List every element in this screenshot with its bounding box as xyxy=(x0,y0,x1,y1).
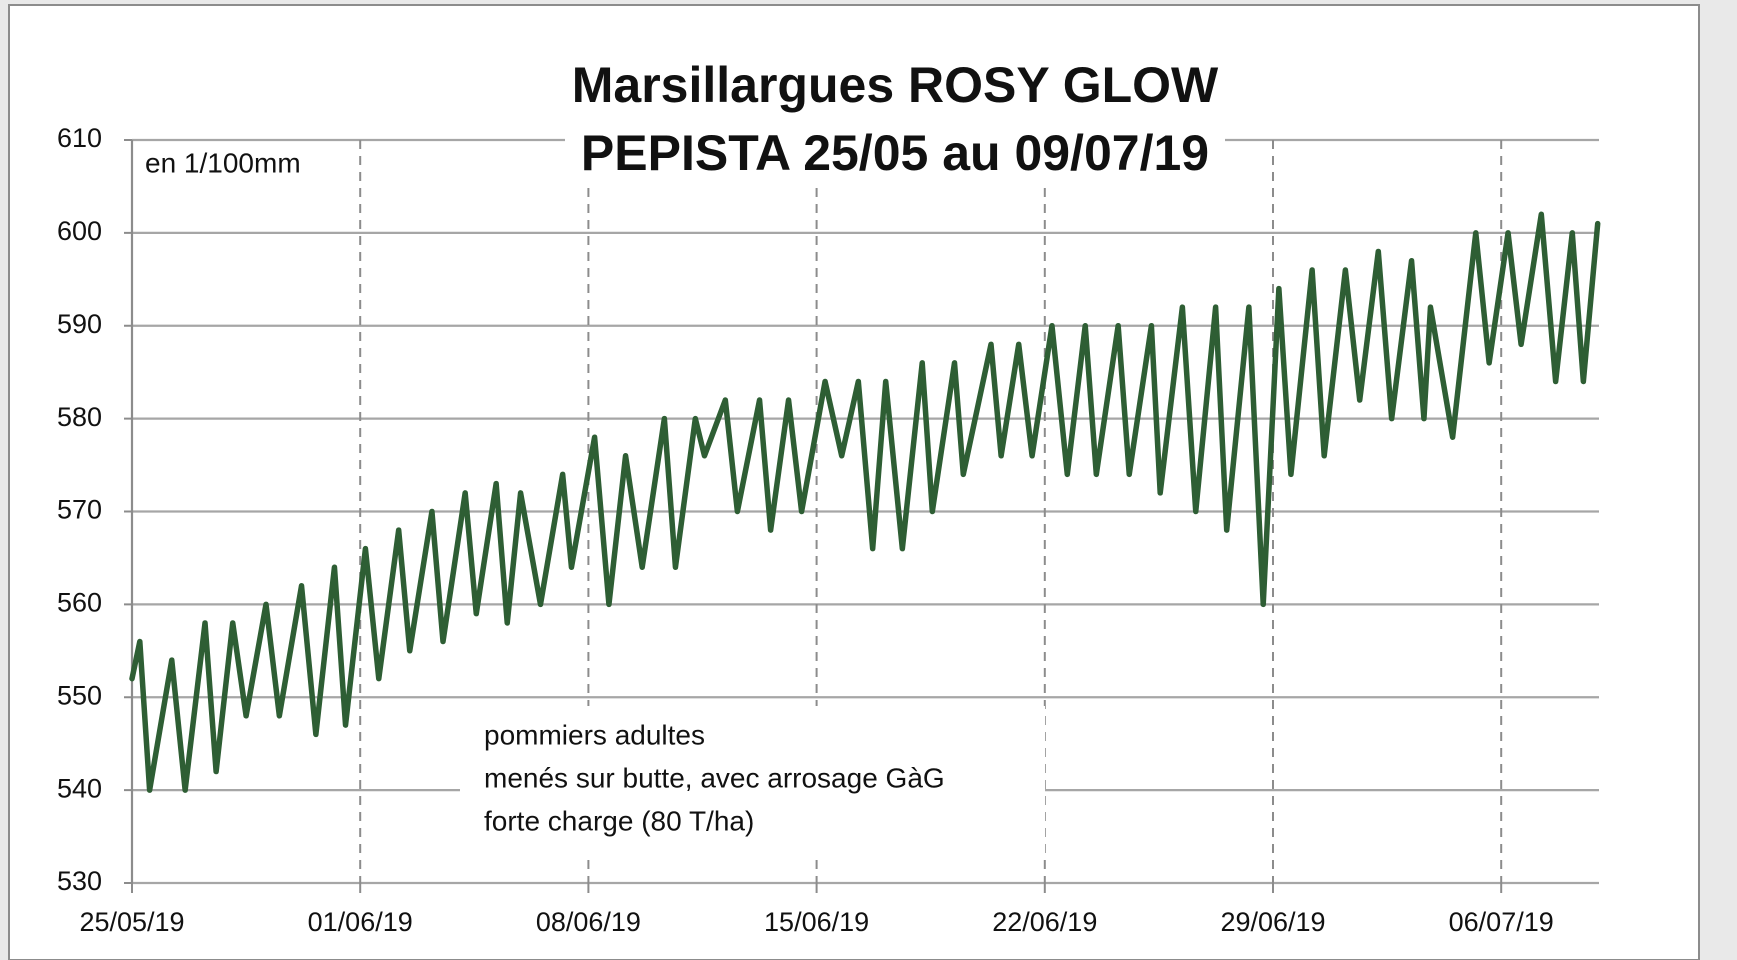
y-tick-label: 550 xyxy=(57,680,102,710)
note-box xyxy=(460,706,1045,856)
y-tick-label: 530 xyxy=(57,866,102,896)
chart-title: PEPISTA 25/05 au 09/07/19 xyxy=(581,125,1209,181)
x-tick-label: 01/06/19 xyxy=(308,907,413,937)
note-line: menés sur butte, avec arrosage GàG xyxy=(484,762,945,793)
y-tick-label: 540 xyxy=(57,773,102,803)
overlay: Marsillargues ROSY GLOW PEPISTA 25/05 au… xyxy=(145,57,1225,856)
note-line: forte charge (80 T/ha) xyxy=(484,805,754,836)
x-tick-label: 08/06/19 xyxy=(536,907,641,937)
y-tick-label: 570 xyxy=(57,495,102,525)
title-background xyxy=(565,62,1225,186)
unit-annotation: en 1/100mm xyxy=(145,147,301,178)
y-tick-label: 600 xyxy=(57,216,102,246)
x-tick-label: 22/06/19 xyxy=(992,907,1097,937)
x-tick-label: 25/05/19 xyxy=(79,907,184,937)
y-tick-label: 610 xyxy=(57,123,102,153)
x-tick-label: 15/06/19 xyxy=(764,907,869,937)
grid: 530 540 550 560 570 580 590 600 610 25/05/19 01/06… xyxy=(57,123,1599,937)
plot xyxy=(129,211,1601,793)
x-tick-label: 29/06/19 xyxy=(1220,907,1325,937)
y-tick-label: 590 xyxy=(57,309,102,339)
note-line: pommiers adultes xyxy=(484,719,705,750)
x-tick-label: 06/07/19 xyxy=(1449,907,1554,937)
y-tick-label: 560 xyxy=(57,588,102,618)
y-tick-label: 580 xyxy=(57,402,102,432)
chart-title: Marsillargues ROSY GLOW xyxy=(572,57,1219,113)
data-line xyxy=(129,211,1601,793)
